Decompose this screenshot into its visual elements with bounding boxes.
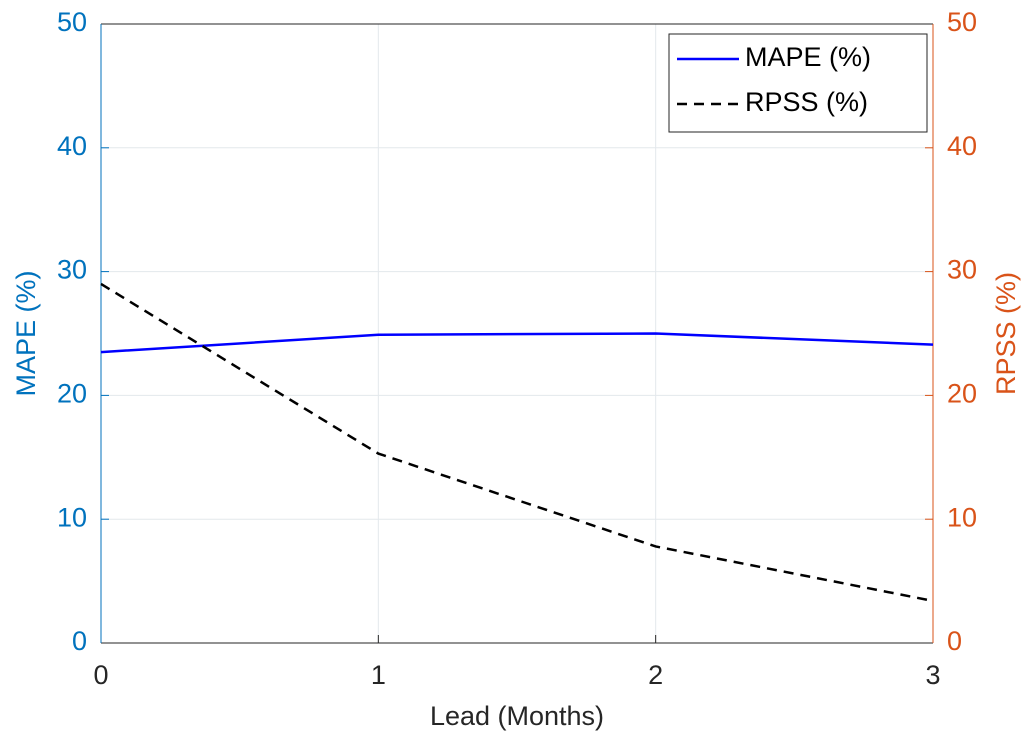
y2-tick-label: 30: [947, 255, 977, 285]
y-tick-label: 30: [57, 255, 87, 285]
x-tick-label: 2: [648, 660, 663, 690]
x-axis-label: Lead (Months): [430, 701, 604, 731]
y-tick-label: 40: [57, 131, 87, 161]
series-line: [100, 282, 934, 603]
y-tick-label: 0: [72, 626, 87, 656]
y2-tick-label: 20: [947, 379, 977, 409]
y-tick-label: 20: [57, 379, 87, 409]
x-tick-label: 0: [93, 660, 108, 690]
y2-tick-label: 10: [947, 502, 977, 532]
y2-tick-label: 40: [947, 131, 977, 161]
y-tick-label: 50: [57, 7, 87, 37]
x-tick-label: 1: [371, 660, 386, 690]
y2-tick-label: 0: [947, 626, 962, 656]
legend-label: MAPE (%): [745, 42, 871, 72]
series-line: [100, 332, 934, 354]
y-tick-label: 10: [57, 502, 87, 532]
legend-box: [668, 33, 928, 133]
y2-axis-label: RPSS (%): [991, 272, 1021, 395]
y-axis-label: MAPE (%): [11, 270, 41, 396]
legend-label: RPSS (%): [745, 87, 868, 117]
x-tick-label: 3: [925, 660, 940, 690]
y2-tick-label: 50: [947, 7, 977, 37]
